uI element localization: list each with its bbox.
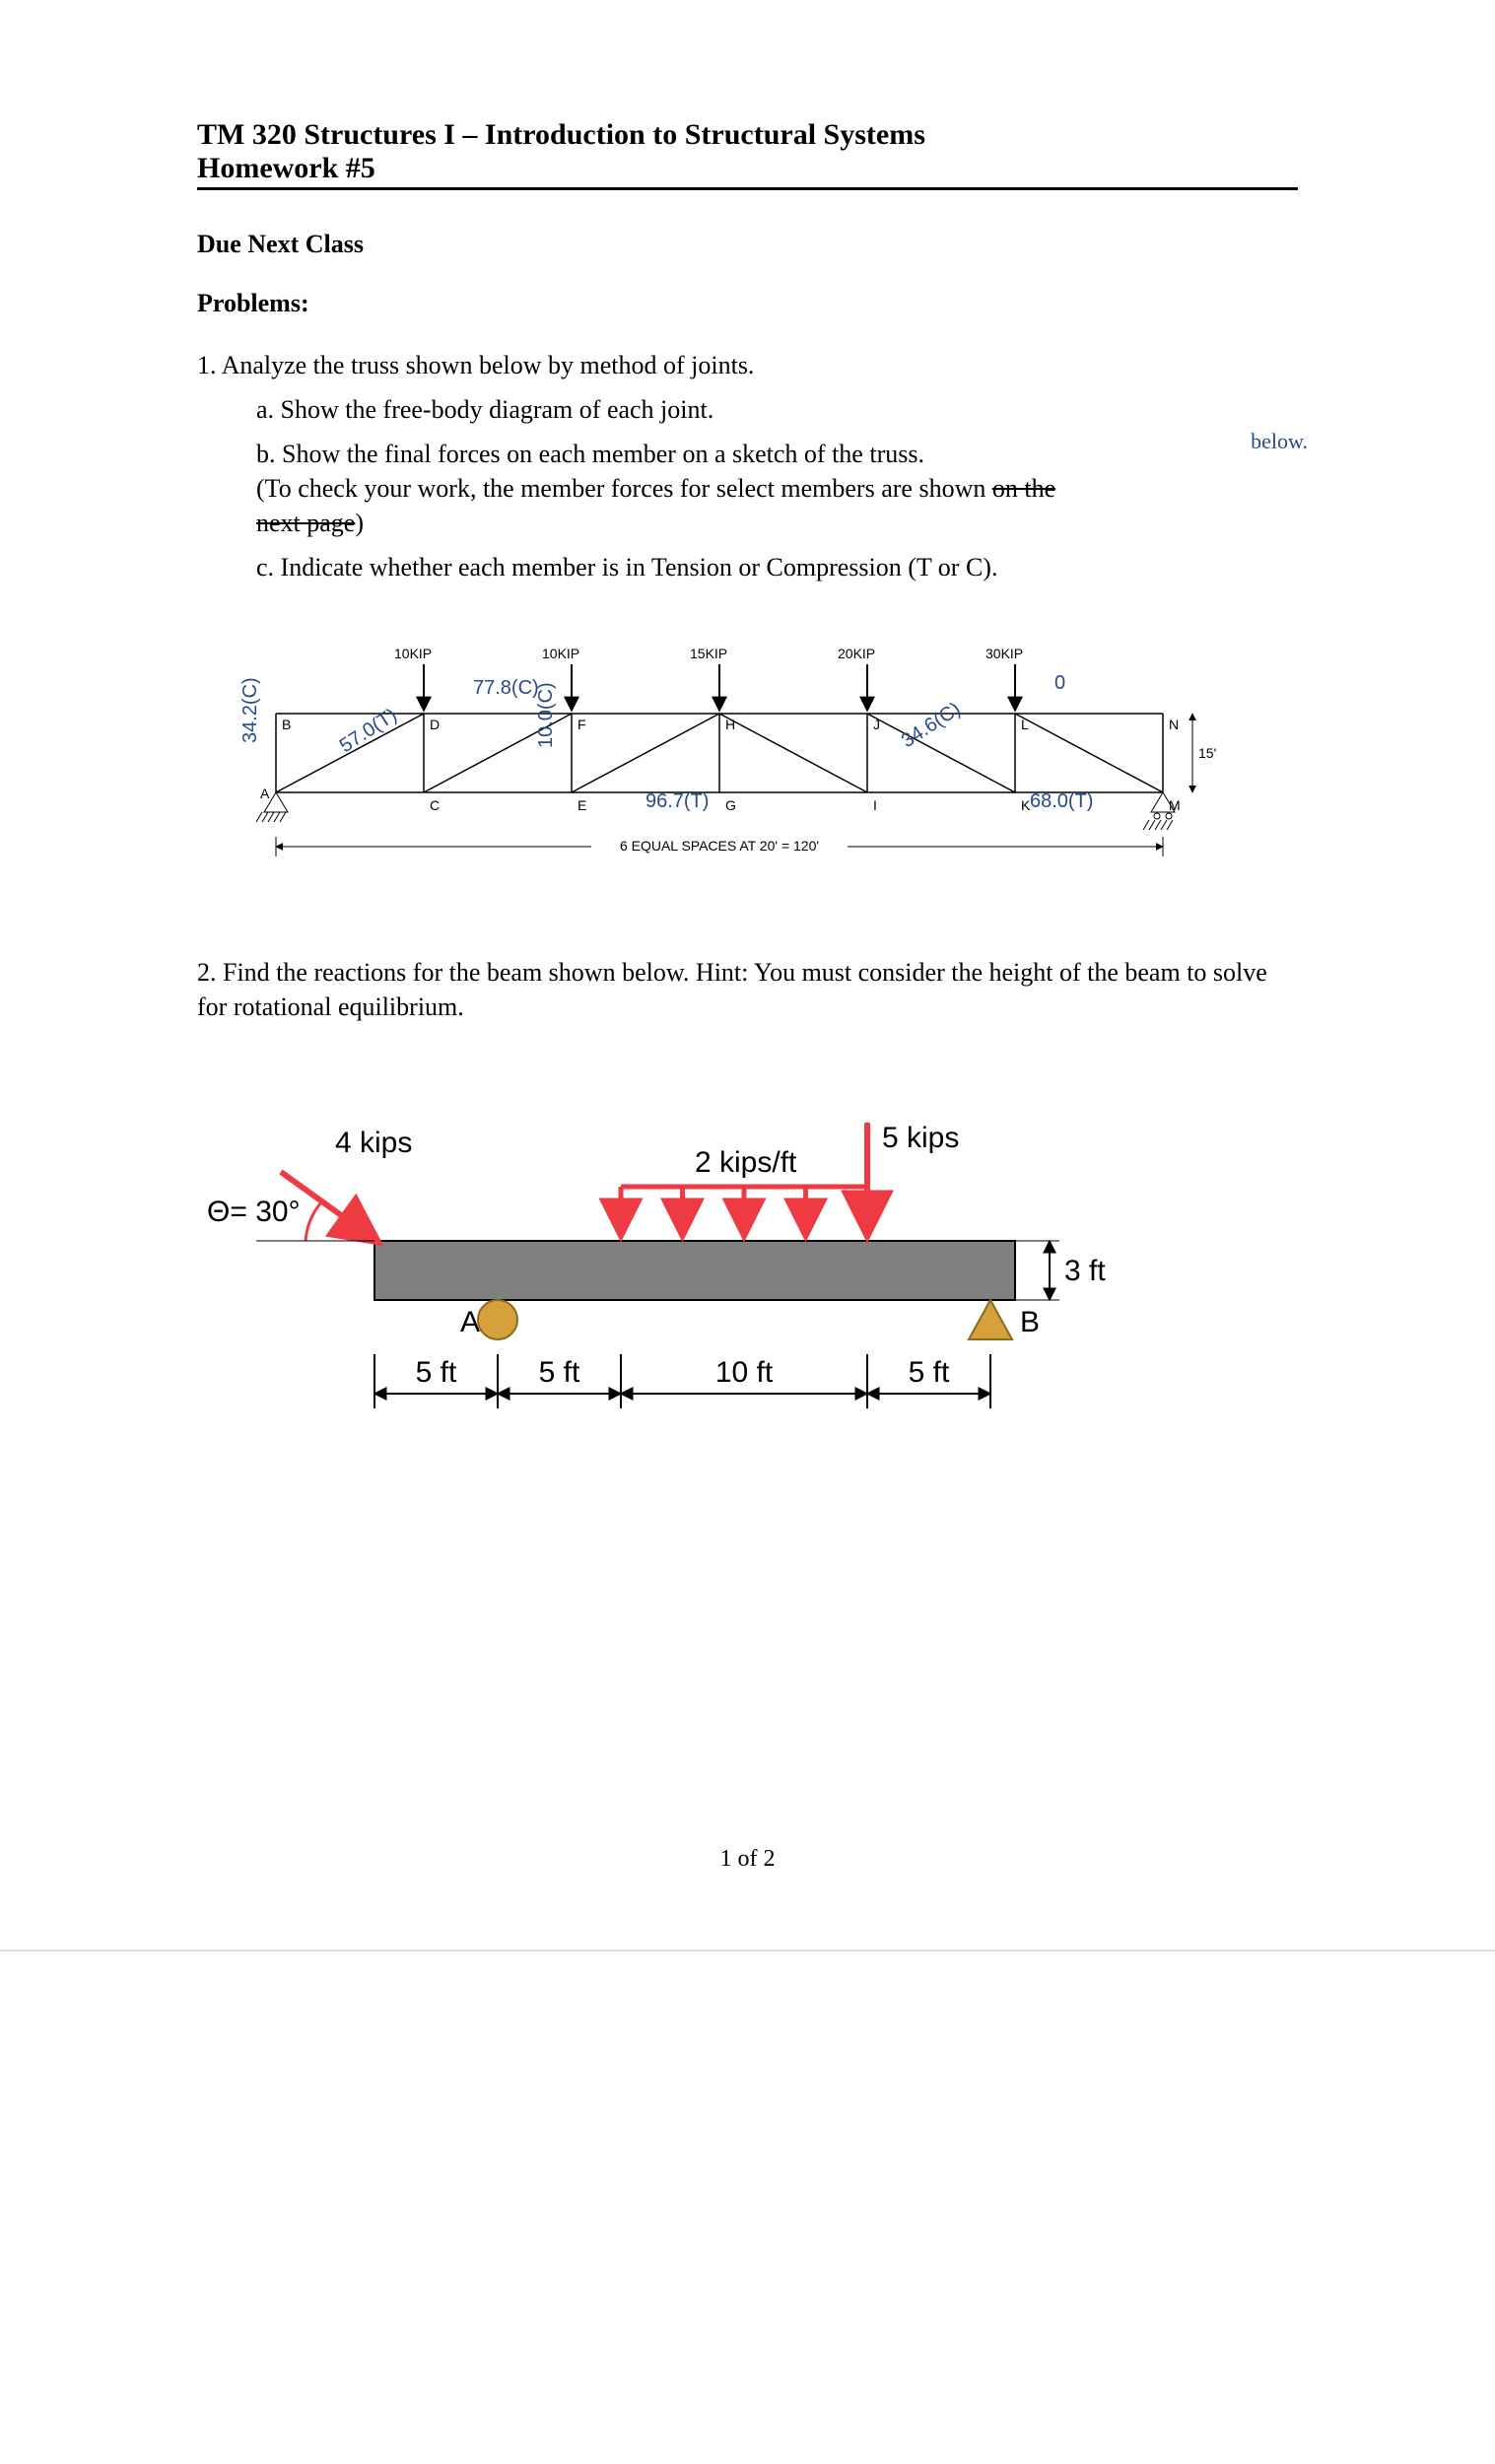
height-label: 15' [1198,745,1216,761]
truss-svg: BDFHJLNACEGIKM10KIP10KIP15KIP20KIP30KIP1… [197,635,1261,891]
load-label-1: 10KIP [394,646,432,661]
problem1-paren-end: ) [355,509,364,537]
inclined-load-label: 4 kips [335,1127,412,1159]
node-I: I [873,797,877,813]
dim-label-2: 10 ft [715,1356,774,1389]
hand-annot-3: 10.0(C) [535,682,557,748]
node-L: L [1021,717,1029,732]
node-A: A [260,786,270,801]
load-label-5: 30KIP [985,646,1023,661]
beam-body [374,1241,1015,1300]
problem2-text: 2. Find the reactions for the beam shown… [197,955,1298,1024]
dim-label-1: 5 ft [539,1356,580,1389]
hatch [256,812,262,822]
node-G: G [725,797,736,813]
node-N: N [1169,717,1179,732]
page-number: 1 of 2 [0,1846,1495,1873]
angle-arc [306,1203,320,1241]
beam-svg: 4 kips Θ= 30° 2 kips/ft 5 kips A B 3 ft 5 ft 5 f… [197,1073,1183,1487]
node-F: F [578,717,586,732]
node-H: H [725,717,735,732]
angle-label: Θ= 30° [207,1196,301,1228]
support-A-label: A [460,1306,480,1338]
hand-annot-5: 34.6(C) [898,698,965,752]
hatch [268,812,274,822]
course-title: TM 320 Structures I – Introduction to St… [197,118,1298,152]
span-label: 6 EQUAL SPACES AT 20' = 120' [620,838,819,854]
node-C: C [430,797,440,813]
hatch [1155,820,1161,830]
hatch [1143,820,1149,830]
homework-title: Homework #5 [197,152,1298,185]
roller-wheel [1154,813,1160,819]
support-B-pin [969,1300,1012,1339]
node-E: E [578,797,586,813]
node-B: B [282,717,291,732]
hatch [262,812,268,822]
beam-figure: 4 kips Θ= 30° 2 kips/ft 5 kips A B 3 ft 5 ft 5 f… [197,1073,1298,1492]
hatch [280,812,286,822]
hand-annot-4: 96.7(T) [646,790,709,812]
load-label-4: 20KIP [838,646,875,661]
page-container: TM 320 Structures I – Introduction to St… [0,0,1495,2464]
roller-wheel [1166,813,1172,819]
node-D: D [430,717,440,732]
dim-label-0: 5 ft [416,1356,457,1389]
truss-figure: BDFHJLNACEGIKM10KIP10KIP15KIP20KIP30KIP1… [197,635,1298,896]
hand-annot-2: 77.8(C) [473,677,539,699]
hand-annot-0: 34.2(C) [239,677,261,743]
problem1-b: b. Show the final forces on each member … [256,440,924,468]
hatch [274,812,280,822]
support-A-roller [478,1300,517,1339]
due-line: Due Next Class [197,230,1298,259]
diagonal-3 [1015,714,1163,792]
problems-heading: Problems: [197,289,1298,318]
node-J: J [873,717,880,732]
height-label: 3 ft [1064,1255,1106,1287]
problem1-stem: 1. Analyze the truss shown below by meth… [197,348,1298,382]
problem1-strike1: on the [992,474,1055,503]
hand-annot-6: 0 [1054,672,1065,694]
diagonal-5 [719,714,867,792]
point-load-label: 5 kips [882,1122,959,1154]
handwritten-below: below. [1251,427,1308,456]
hand-annot-7: 68.0(T) [1030,790,1093,812]
dist-load-label: 2 kips/ft [695,1146,797,1179]
problem1-a: a. Show the free-body diagram of each jo… [197,392,1298,427]
hatch [1161,820,1167,830]
problem1-b-block: b. Show the final forces on each member … [197,437,1298,540]
hatch [1167,820,1173,830]
page-separator-line [0,1950,1495,1951]
load-label-3: 15KIP [690,646,727,661]
problem1-c: c. Indicate whether each member is in Te… [197,550,1298,584]
problem1-paren-start: (To check your work, the member forces f… [256,474,992,503]
load-label-2: 10KIP [542,646,579,661]
document-header: TM 320 Structures I – Introduction to St… [197,118,1298,190]
problem1-strike2: next page [256,509,355,537]
support-B-label: B [1020,1306,1040,1338]
dim-label-3: 5 ft [909,1356,950,1389]
hatch [1149,820,1155,830]
diagonal-2 [572,714,719,792]
